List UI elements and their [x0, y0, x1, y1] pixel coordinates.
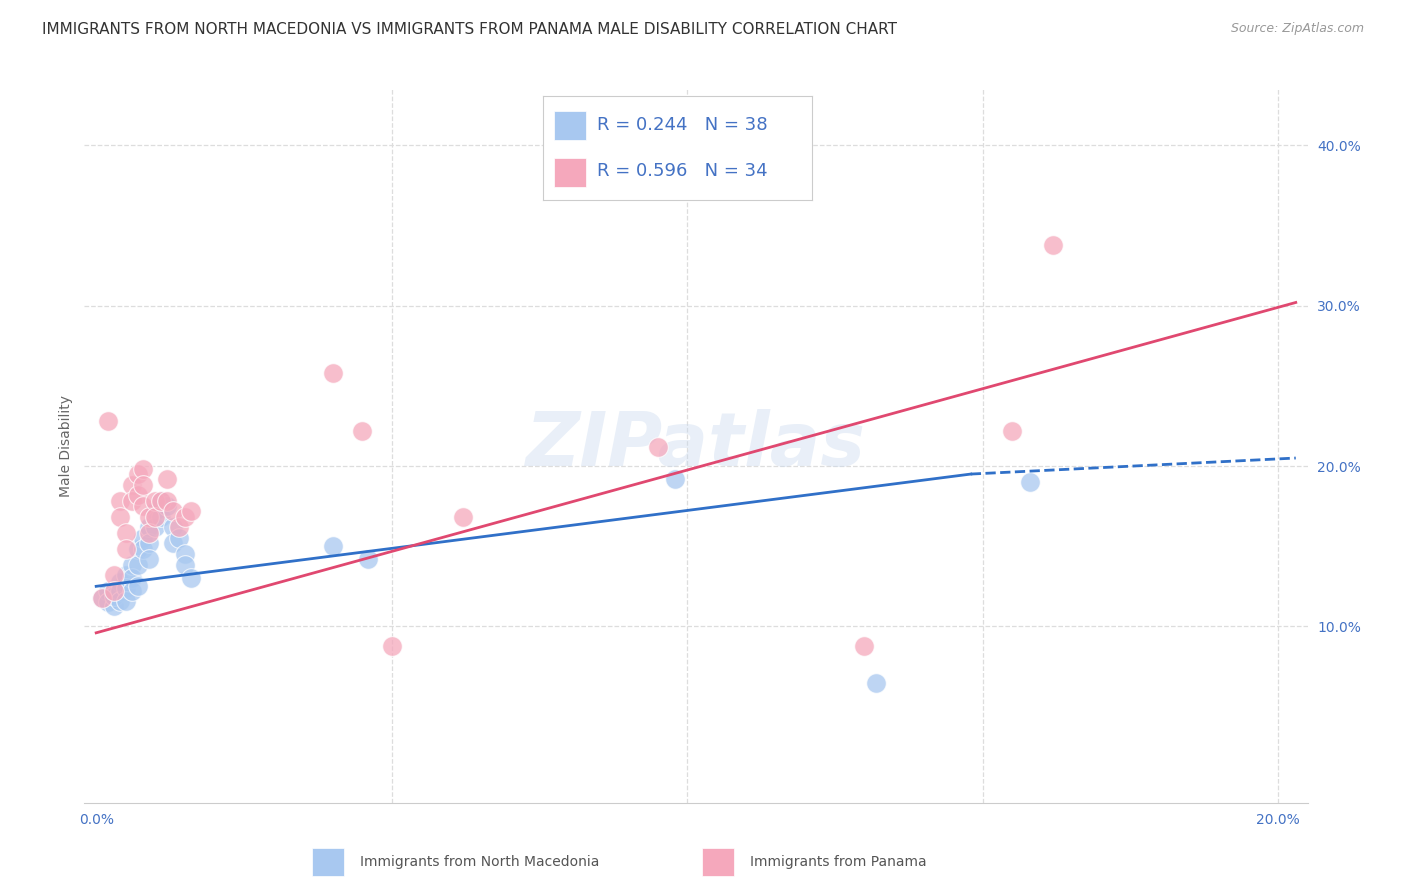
Point — [127, 558, 149, 573]
Point — [143, 510, 166, 524]
Point — [173, 510, 195, 524]
Point — [138, 552, 160, 566]
Point — [121, 571, 143, 585]
Point — [138, 536, 160, 550]
Point — [138, 526, 160, 541]
Point — [322, 539, 344, 553]
Point — [132, 499, 155, 513]
Point — [1042, 237, 1064, 252]
Point — [162, 520, 184, 534]
Point — [322, 366, 344, 380]
Point — [91, 591, 114, 605]
Point — [108, 574, 131, 589]
Text: ZIPatlas: ZIPatlas — [526, 409, 866, 483]
Y-axis label: Male Disability: Male Disability — [59, 395, 73, 497]
Point — [97, 414, 120, 428]
Point — [357, 552, 380, 566]
Point — [167, 531, 190, 545]
Point — [108, 584, 131, 599]
Point — [108, 593, 131, 607]
Point — [108, 510, 131, 524]
Point — [91, 591, 114, 605]
Point — [121, 494, 143, 508]
Point — [150, 494, 173, 508]
Point — [173, 547, 195, 561]
Point — [1001, 424, 1024, 438]
Point — [121, 584, 143, 599]
Point — [381, 639, 404, 653]
Point — [162, 504, 184, 518]
Point — [127, 542, 149, 557]
Point — [865, 675, 887, 690]
Point — [150, 494, 173, 508]
Point — [114, 542, 136, 557]
Point — [127, 467, 149, 481]
Text: IMMIGRANTS FROM NORTH MACEDONIA VS IMMIGRANTS FROM PANAMA MALE DISABILITY CORREL: IMMIGRANTS FROM NORTH MACEDONIA VS IMMIG… — [42, 22, 897, 37]
Point — [143, 520, 166, 534]
Point — [352, 424, 374, 438]
Point — [180, 571, 202, 585]
Text: Source: ZipAtlas.com: Source: ZipAtlas.com — [1230, 22, 1364, 36]
Point — [114, 526, 136, 541]
Point — [114, 568, 136, 582]
Point — [103, 568, 125, 582]
Point — [173, 558, 195, 573]
Point — [103, 599, 125, 613]
Point — [143, 494, 166, 508]
Point — [150, 510, 173, 524]
Point — [103, 584, 125, 599]
Point — [1018, 475, 1040, 489]
Point — [138, 520, 160, 534]
Point — [132, 478, 155, 492]
Point — [108, 494, 131, 508]
Point — [121, 558, 143, 573]
Point — [451, 510, 474, 524]
Point — [664, 472, 686, 486]
Point — [156, 472, 179, 486]
Point — [138, 510, 160, 524]
Point — [127, 579, 149, 593]
Point — [156, 499, 179, 513]
Point — [853, 639, 876, 653]
Point — [132, 542, 155, 557]
Point — [132, 462, 155, 476]
Point — [103, 589, 125, 603]
Point — [127, 488, 149, 502]
Point — [167, 520, 190, 534]
Point — [162, 536, 184, 550]
Point — [97, 595, 120, 609]
Point — [647, 440, 669, 454]
Point — [121, 478, 143, 492]
Point — [143, 504, 166, 518]
Point — [114, 593, 136, 607]
Point — [156, 494, 179, 508]
Point — [132, 531, 155, 545]
Point — [114, 581, 136, 595]
Point — [180, 504, 202, 518]
Point — [97, 584, 120, 599]
